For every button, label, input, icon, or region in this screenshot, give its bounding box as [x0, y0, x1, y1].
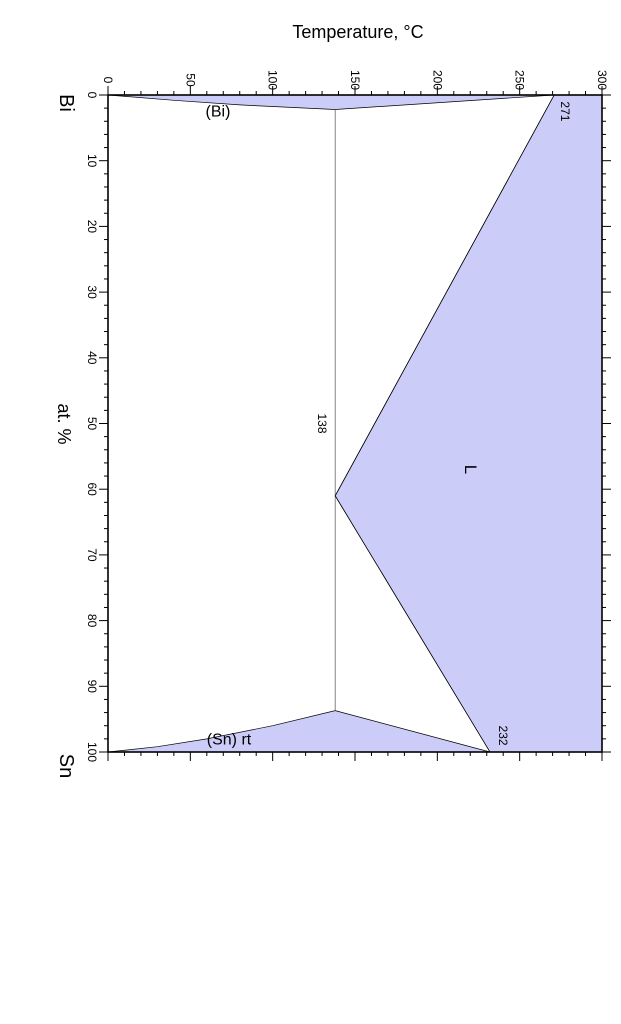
line-liquidus-right [334, 495, 491, 753]
composition-tick-label: 30 [85, 285, 99, 299]
composition-tick-label: 20 [85, 220, 99, 234]
composition-tick-label: 0 [85, 92, 99, 99]
composition-tick-label: 100 [85, 742, 99, 762]
composition-tick-label: 10 [85, 154, 99, 168]
temperature-tick-label: 200 [430, 70, 444, 90]
composition-tick-label: 80 [85, 614, 99, 628]
temperature-tick-label: 300 [595, 70, 609, 90]
region-label-sn-rt: (Sn) rt [207, 732, 252, 749]
element-label-bi: Bi [55, 94, 77, 112]
composition-tick-label: 90 [85, 680, 99, 694]
annotation-sn-melting-point: 232 [496, 726, 510, 746]
axis-tick-labels: 0 50 100 150 200 250 300 0 10 20 30 40 50 60 70 80 90 100 [85, 70, 609, 762]
annotation-bi-melting-point: 271 [558, 101, 572, 121]
composition-tick-label: 40 [85, 351, 99, 365]
composition-tick-label: 50 [85, 417, 99, 431]
phase-boundary-lines [334, 94, 555, 753]
region-label-bi-solid: (Bi) [206, 104, 231, 121]
line-liquidus-left [334, 94, 555, 496]
temperature-tick-label: 0 [101, 77, 115, 84]
phase-region-sn-rt [107, 710, 491, 753]
phase-regions [107, 94, 603, 753]
element-label-sn: Sn [55, 754, 77, 778]
region-label-liquid: L [461, 465, 480, 474]
temperature-tick-label: 150 [348, 70, 362, 90]
temperature-tick-label: 250 [513, 70, 527, 90]
axis-ticks [99, 86, 611, 761]
composition-tick-label: 60 [85, 483, 99, 497]
temperature-tick-label: 100 [266, 70, 280, 90]
annotation-eutectic-temperature: 138 [315, 413, 329, 433]
y-axis-title: Temperature, °C [292, 22, 423, 42]
x-axis-title: at. % [54, 403, 74, 444]
phase-region-liquid [334, 94, 603, 753]
temperature-tick-label: 50 [183, 73, 197, 87]
phase-region-bi-solid [107, 94, 555, 110]
composition-tick-label: 70 [85, 548, 99, 562]
